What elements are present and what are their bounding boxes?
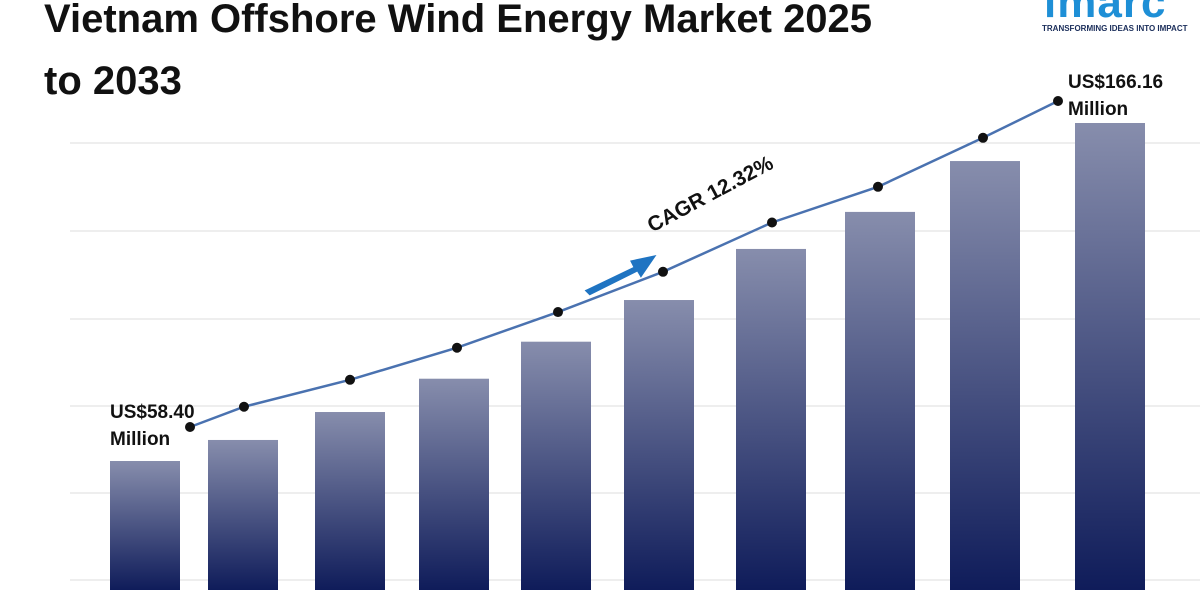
trend-dot <box>978 132 988 143</box>
bar-shade <box>419 378 489 590</box>
bar-shade <box>624 300 694 590</box>
bar-shade <box>736 248 806 590</box>
trend-line <box>189 99 1059 429</box>
bar-shade <box>1075 123 1145 590</box>
tagline: TRANSFORMING IDEAS INTO IMPACT <box>1042 24 1188 33</box>
trend-dot <box>873 181 883 192</box>
trend-dot <box>767 217 777 228</box>
trend-dot <box>452 342 462 353</box>
value-label: US$58.40 Million <box>110 402 195 450</box>
trend-dot <box>658 266 668 277</box>
trend-dot <box>345 374 355 385</box>
cagr-arrow <box>584 255 657 296</box>
trend-dot <box>185 422 195 432</box>
trend-dot <box>239 401 249 412</box>
bar-shade <box>521 341 591 590</box>
bar-shade <box>315 412 385 590</box>
bar-shade <box>208 439 278 590</box>
value-label: US$166.16 Million <box>1068 72 1164 120</box>
logo: imarc <box>1044 0 1167 27</box>
trend-dot <box>1053 96 1063 106</box>
bar-shade <box>950 161 1020 590</box>
marks <box>110 96 1145 590</box>
bar-shade <box>845 211 915 590</box>
trend-dot <box>553 307 563 318</box>
chart-title: Vietnam Offshore Wind Energy Market 2025… <box>44 0 873 103</box>
bar-shade <box>110 461 180 590</box>
